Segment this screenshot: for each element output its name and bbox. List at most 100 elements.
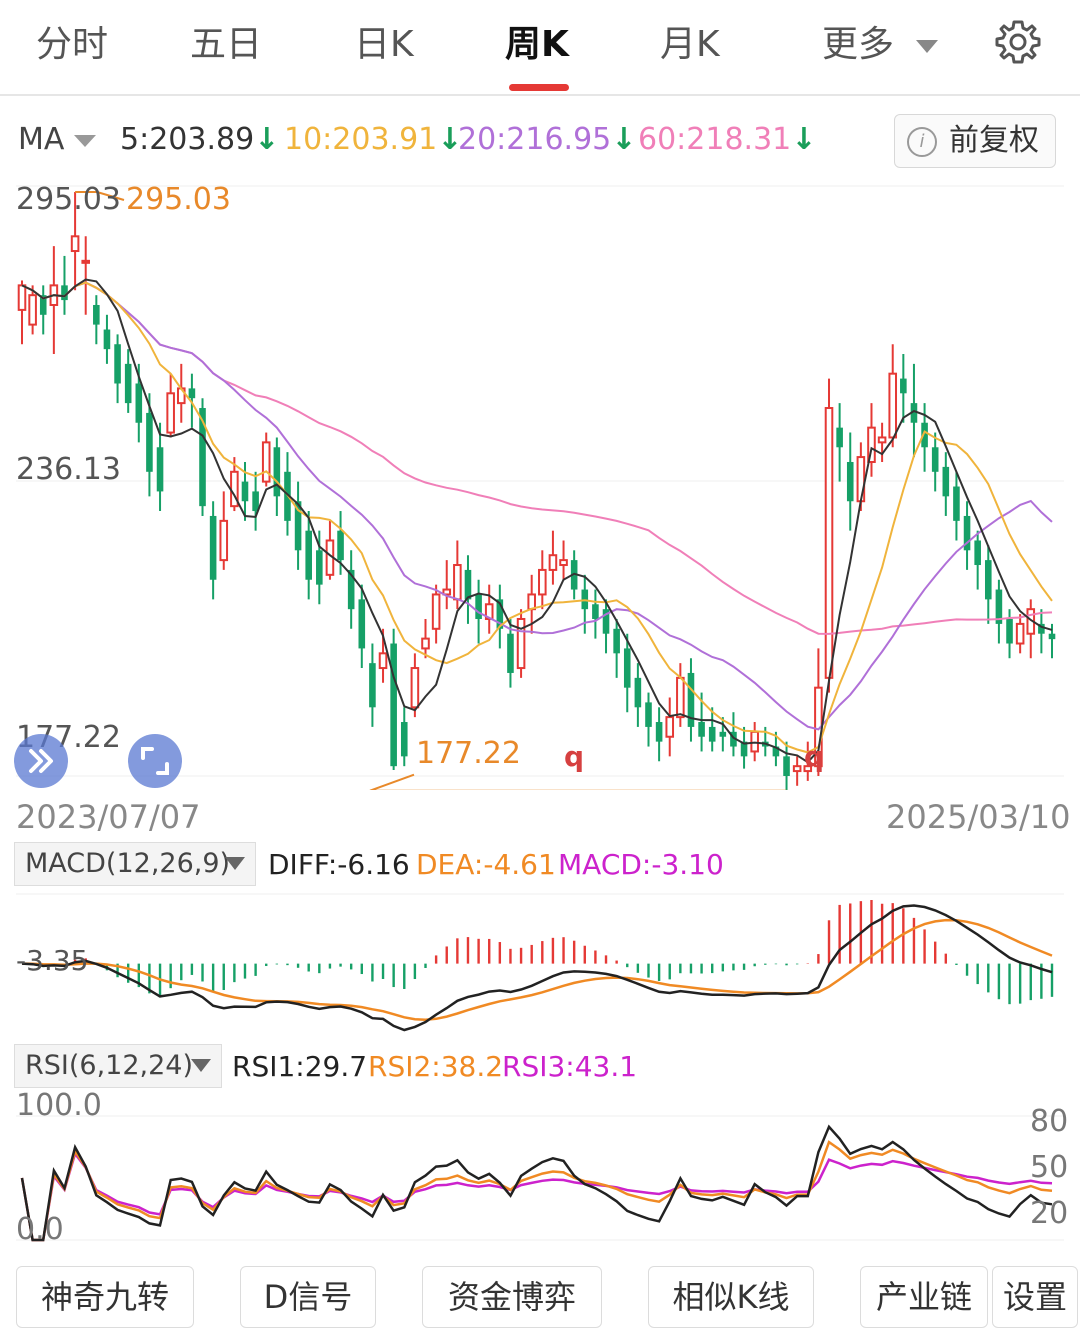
candle-body [698, 722, 705, 737]
candle-body [856, 456, 866, 503]
candle-body [877, 436, 887, 444]
ma-selector-label: MA [18, 122, 65, 157]
rsi-tick-50: 50 [1030, 1150, 1069, 1185]
candle-body [166, 392, 175, 434]
tab-daily-k[interactable]: 日K [354, 24, 414, 65]
candle-body [273, 447, 281, 497]
rsi1-value: RSI1:29.7 [232, 1050, 368, 1083]
candle-body [538, 568, 547, 596]
candle-body [634, 677, 642, 708]
active-tab-indicator [509, 84, 569, 91]
candle-body [219, 519, 229, 562]
candle-body [146, 412, 153, 472]
candle-body [369, 663, 376, 708]
candle-body [900, 378, 907, 394]
ma10-value: 10:203.91↓ [284, 122, 462, 157]
industry-chain-button[interactable]: 产业链 [860, 1266, 988, 1328]
rsi-selector[interactable]: RSI(6,12,24) [14, 1044, 222, 1088]
candle-body [103, 329, 111, 350]
expand-panel-button[interactable] [14, 734, 68, 788]
signal-marker[interactable]: q [804, 740, 825, 773]
ma60-line [21, 281, 1053, 635]
candle-body [347, 569, 355, 610]
ma-legend-bar: MA 5:203.89↓ 10:203.91↓ 20:216.95↓ 60:21… [0, 118, 1080, 168]
ma20-label: 20:216.95 [458, 122, 612, 157]
candle-body [475, 594, 482, 619]
candle-body [261, 441, 271, 483]
candle-body [39, 295, 47, 315]
candle-body [602, 609, 610, 634]
candle-body [1038, 623, 1045, 634]
rsi-tick-80: 80 [1030, 1104, 1069, 1139]
candle-body [135, 383, 143, 423]
tab-intraday[interactable]: 分时 [36, 24, 109, 65]
tab-weekly-k[interactable]: 周K [505, 24, 569, 65]
candle-body [28, 294, 37, 326]
diff-line [21, 904, 1053, 1032]
candle-body [241, 481, 249, 502]
ma60-value: 60:218.31↓ [638, 122, 816, 157]
y-axis-max-label: 295.03 [16, 182, 121, 217]
info-icon: i [907, 127, 937, 157]
candle-body [1048, 633, 1056, 640]
rsi3-value: RSI3:43.1 [502, 1050, 638, 1083]
ma10-label: 10:203.91 [284, 122, 438, 157]
candle-body [17, 284, 27, 311]
candle-body [867, 426, 876, 463]
gear-icon[interactable] [994, 18, 1042, 66]
candle-body [421, 637, 430, 650]
candle-body [910, 403, 918, 423]
macd-selector[interactable]: MACD(12,26,9) [14, 842, 256, 886]
d-signal-button[interactable]: D信号 [240, 1266, 376, 1328]
fund-game-button[interactable]: 资金博弈 [422, 1266, 602, 1328]
similar-kline-button[interactable]: 相似K线 [648, 1266, 814, 1328]
candle-body [931, 447, 939, 472]
candle-body [188, 388, 196, 399]
candle-body [655, 722, 663, 742]
candle-body [740, 741, 748, 757]
candle-body [836, 427, 843, 448]
candle-body [431, 593, 441, 630]
rsi-tick-20: 20 [1030, 1196, 1069, 1231]
macd-chart[interactable] [0, 890, 1080, 1040]
candle-body [1015, 622, 1025, 645]
candle-body [294, 501, 302, 551]
down-arrow-icon: ↓ [254, 122, 280, 157]
rsi-chart[interactable] [0, 1090, 1080, 1250]
rsi-selector-label: RSI(6,12,24) [25, 1050, 193, 1081]
candle-body [783, 756, 790, 776]
ma5-label: 5:203.89 [120, 122, 255, 157]
candle-body [410, 667, 420, 709]
rsi2-line [20, 1140, 1053, 1242]
candle-body [337, 530, 344, 561]
tab-monthly-k[interactable]: 月K [660, 24, 720, 65]
high-price-annotation: 295.03 [126, 182, 231, 217]
ma60-label: 60:218.31 [638, 122, 792, 157]
low-leader-line [369, 773, 787, 790]
candle-body [942, 466, 950, 497]
macd-selector-label: MACD(12,26,9) [25, 848, 231, 879]
tab-five-day[interactable]: 五日 [190, 24, 263, 65]
candle-body [114, 344, 121, 384]
candle-body [358, 599, 366, 649]
candle-body [559, 559, 568, 567]
chevron-down-icon [74, 134, 97, 147]
candle-body [665, 716, 675, 738]
ma-selector[interactable]: MA [18, 122, 97, 157]
candle-body [516, 617, 526, 670]
down-arrow-icon: ↓ [791, 122, 817, 157]
price-adjust-button[interactable]: i 前复权 [894, 114, 1056, 168]
settings-button[interactable]: 设置 [992, 1266, 1078, 1328]
candle-body [252, 491, 259, 512]
candle-body [888, 372, 898, 439]
fullscreen-button[interactable] [128, 734, 182, 788]
rsi-axis-max: 100.0 [16, 1088, 102, 1123]
candlestick-chart[interactable] [0, 180, 1080, 790]
signal-marker[interactable]: q [564, 740, 585, 773]
ma5-line [21, 278, 1053, 764]
magic-nine-button[interactable]: 神奇九转 [16, 1266, 194, 1328]
low-price-annotation: 177.22 [416, 736, 521, 771]
candle-body [156, 447, 164, 492]
tab-more[interactable]: 更多 [822, 20, 939, 70]
candle-body [984, 560, 992, 600]
